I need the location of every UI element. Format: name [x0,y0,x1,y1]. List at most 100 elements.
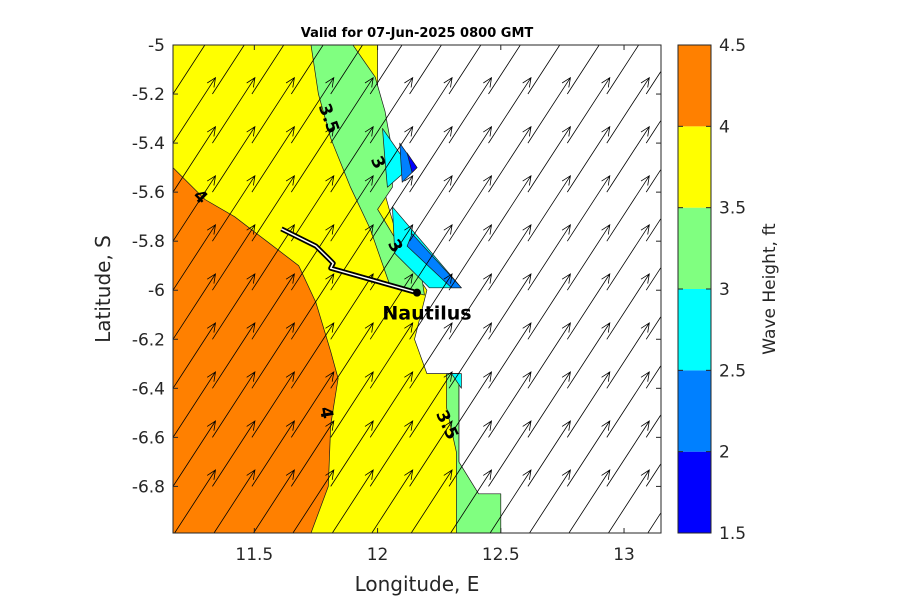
colorbar-tick-label: 2.5 [719,361,746,381]
wind-arrow [173,45,174,46]
wind-arrow [371,469,414,533]
wind-arrow [567,45,568,46]
wind-arrow [330,371,374,438]
wind-arrow [330,174,374,242]
ship-position-marker [413,288,421,297]
wind-arrow [212,45,245,95]
colorbar-label: Wave Height, ft [760,223,780,355]
wind-arrow [290,125,335,193]
wind-arrow [448,420,493,487]
wind-arrow [645,315,661,340]
x-axis-label: Longitude, E [355,572,480,596]
wind-arrow [606,273,650,340]
colorbar-tick-label: 3 [719,280,730,300]
wind-arrow [448,322,493,389]
wind-arrow [251,273,295,340]
wind-arrow [330,420,374,487]
ship-label: Nautilus [382,303,471,325]
wind-arrow [173,125,217,193]
wind-arrow [251,322,295,389]
wind-arrow [369,45,403,95]
wind-arrow [173,420,217,487]
wind-arrow [409,273,453,340]
wind-arrow [645,266,661,291]
colorbar: 1.5 2 2.5 3 3.5 4 4.5 [677,36,746,544]
wind-arrow [290,223,335,291]
colorbar-tick-label: 4.5 [719,36,746,56]
wind-arrow [290,45,324,95]
wind-arrow [488,45,521,95]
wind-arrow [488,420,532,487]
wind-arrow [527,371,571,438]
wind-arrow [212,125,256,193]
wind-arrow [489,469,532,533]
wind-arrow [566,322,611,389]
wind-arrow [527,322,571,389]
wind-arrow [251,371,295,438]
wind-arrow [369,174,414,242]
wind-arrow [566,420,611,487]
y-tick-label: -6.4 [132,379,165,399]
wind-arrow [409,45,442,95]
wind-arrow [213,469,256,533]
y-tick-label: -6.2 [132,330,165,350]
wind-arrow [645,364,661,389]
wind-arrow [488,273,532,340]
wind-arrow [566,45,600,95]
y-tick-label: -6 [148,281,165,301]
wind-arrow [290,76,335,144]
colorbar-segment [678,207,711,289]
wind-vector-field [173,45,661,533]
colorbar-tick-label: 3.5 [719,199,746,219]
y-tick-label: -5.6 [132,183,165,203]
wind-arrow [173,273,217,340]
wind-arrow [253,469,295,533]
wind-arrow [527,223,571,291]
y-tick-label: -6.6 [132,428,165,448]
wind-arrow [409,223,453,291]
colorbar-tick-label: 4 [719,117,730,137]
wind-arrow [488,371,532,438]
wind-arrow [450,469,493,533]
contour-region-2 [446,373,502,533]
wind-arrow [448,371,493,438]
wind-arrow [369,76,414,144]
wind-arrow [646,45,647,46]
colorbar-segment [678,289,711,371]
wind-arrow [488,223,532,291]
wind-arrow [251,174,295,242]
wind-arrow [290,174,335,242]
wind-arrow [212,76,256,144]
wind-arrow [606,420,650,487]
wind-arrow [251,420,295,487]
wind-arrow [212,371,256,438]
wind-arrow [527,174,571,242]
wind-arrow [409,174,453,242]
wind-arrow [330,76,374,144]
wind-arrow [410,469,453,533]
wind-arrow [409,371,453,438]
x-tick-label: 12 [367,545,389,565]
wind-arrow [409,76,453,144]
wind-arrow [212,273,256,340]
colorbar-segment [678,451,711,533]
contour-region-7 [406,233,462,289]
plot-frame [172,44,662,534]
wind-arrow [251,125,295,193]
wind-arrow [488,174,532,242]
wind-arrow [212,45,213,46]
track-line [281,228,418,294]
wind-arrow [409,322,453,389]
wind-arrow [527,273,571,340]
wind-arrow [645,462,661,487]
wind-arrow [606,371,650,438]
x-tick-label: 11.5 [235,545,273,565]
x-axis-ticks: 11.5 12 12.5 13 [235,45,635,565]
wind-arrow [173,371,217,438]
wind-arrow [529,469,571,533]
y-tick-label: -5.2 [132,85,165,105]
wind-arrow [330,223,374,291]
contour-region-9 [173,167,339,533]
wind-arrow [330,322,374,389]
wind-arrow [607,469,650,533]
